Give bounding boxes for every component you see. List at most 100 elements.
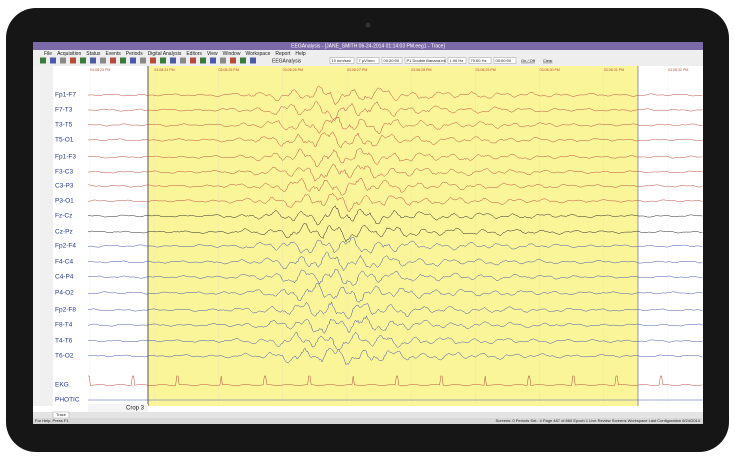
channel-label: T3-T5 (55, 122, 73, 129)
toolbar-icon[interactable] (50, 57, 56, 64)
toolbar-icon[interactable] (200, 57, 206, 64)
toolbar-icon[interactable] (210, 57, 216, 64)
eeg-trace (87, 116, 703, 134)
channel-label: F3-C3 (55, 169, 73, 176)
dropdown-value: 70.00 Hz (471, 58, 487, 63)
dropdown-value: 10 mm/sec (332, 58, 352, 63)
eeg-trace (88, 315, 703, 334)
toolbar-icon[interactable] (70, 57, 76, 64)
eeg-trace (87, 85, 703, 106)
toolbar-button[interactable]: Clear (543, 58, 553, 63)
eeg-trace (87, 223, 703, 243)
menu-item[interactable]: Workspace (245, 51, 270, 57)
tool-column (33, 66, 53, 406)
menu-item[interactable]: Digital Analysis (148, 51, 182, 57)
dropdown-value: 00:20:00 (384, 58, 400, 63)
time-label: 03:08:25 PM (218, 68, 238, 72)
eeg-trace (87, 347, 703, 366)
eeg-trace (88, 375, 703, 386)
toolbar-button[interactable]: EEGAnalysis (272, 58, 302, 64)
channel-label: Fp1-F7 (55, 92, 76, 99)
toolbar-icon[interactable] (80, 57, 86, 64)
toolbar-icon[interactable] (100, 57, 106, 64)
toolbar-icon[interactable] (240, 57, 246, 64)
toolbar-icon[interactable] (190, 57, 196, 64)
channel-label: C4-P4 (55, 274, 74, 281)
toolbar-icon[interactable] (90, 57, 96, 64)
eeg-trace (87, 163, 703, 182)
menu-item[interactable]: Acquisition (57, 51, 81, 57)
channel-label: P3-O1 (55, 198, 74, 205)
channel-label: F8-T4 (55, 322, 73, 329)
time-label: 03:08:32 PM (668, 68, 688, 72)
menu-item[interactable]: Report (275, 51, 291, 57)
dropdown[interactable] (381, 57, 403, 64)
channel-label: T6-O2 (55, 353, 74, 360)
tab-label: Trace (56, 412, 67, 417)
dropdown-value: 1.00 Hz (450, 58, 464, 63)
menu-item[interactable]: Periods (126, 51, 143, 57)
status-left: For Help, Press F1 (35, 418, 69, 423)
channel-label: P4-O2 (55, 290, 74, 297)
dropdown[interactable] (493, 57, 517, 64)
dropdown[interactable] (447, 57, 467, 64)
toolbar-icon[interactable] (220, 57, 226, 64)
toolbar-icon[interactable] (130, 57, 136, 64)
selection-period (148, 66, 638, 406)
eeg-trace (87, 192, 703, 212)
toolbar-icon[interactable] (140, 57, 146, 64)
time-label: 03:08:27 PM (347, 68, 367, 72)
eeg-trace (87, 282, 703, 303)
toolbar-icon[interactable] (60, 57, 66, 64)
channel-label: F4-C4 (55, 259, 73, 266)
time-label: 03:08:29 PM (475, 68, 495, 72)
eeg-trace (88, 148, 703, 168)
time-label: 03:08:26 PM (283, 68, 303, 72)
toolbar-icon[interactable] (150, 57, 156, 64)
window-title: EEGAnalysis - [JANE_SMITH 06-24-2014 01:… (291, 43, 445, 49)
dropdown[interactable] (329, 57, 355, 64)
dropdown-value: 00:00:00 (496, 58, 512, 63)
tab-row (33, 412, 703, 418)
toolbar-icon[interactable] (250, 57, 256, 64)
crop-box (88, 404, 148, 412)
channel-label: C3-P3 (55, 183, 74, 190)
eeg-trace (87, 101, 703, 121)
channel-label: Fp2-F8 (55, 307, 76, 314)
toolbar-button[interactable]: On / Off (521, 58, 536, 63)
menu-item[interactable]: File (44, 51, 52, 57)
toolbar-icon[interactable] (180, 57, 186, 64)
toolbar-icon[interactable] (110, 57, 116, 64)
toolbar-icon[interactable] (120, 57, 126, 64)
eeg-trace (88, 301, 703, 320)
toolbar-icon[interactable] (170, 57, 176, 64)
dropdown-value: P1 Double Banana.mt (407, 58, 447, 63)
time-label: 03:08:24 PM (154, 68, 174, 72)
menu-item[interactable]: View (207, 51, 218, 57)
eeg-trace (88, 236, 703, 254)
eeg-trace (87, 331, 703, 351)
dropdown[interactable] (404, 57, 446, 64)
menu-item[interactable]: Status (86, 51, 101, 57)
eeg-trace (87, 268, 703, 287)
channel-label: Fp2-F4 (55, 243, 76, 250)
menu-item[interactable]: Editors (186, 51, 202, 57)
channel-label: Fz-Cz (55, 213, 72, 220)
channel-label: Fp1-F3 (55, 154, 76, 161)
menu-item[interactable]: Events (105, 51, 121, 57)
toolbar-icon[interactable] (160, 57, 166, 64)
channel-label: PHOTIC (55, 397, 80, 404)
menu-item[interactable]: Help (295, 51, 306, 57)
eeg-trace (87, 251, 703, 272)
menu-item[interactable]: Window (223, 51, 241, 57)
status-bar (33, 418, 703, 424)
eeg-trace (87, 205, 703, 226)
dropdown[interactable] (468, 57, 492, 64)
dropdown[interactable] (356, 57, 380, 64)
title-bar (33, 42, 703, 50)
toolbar-icon[interactable] (230, 57, 236, 64)
camera (365, 22, 371, 28)
dropdown-value: 7 µV/mm (359, 58, 376, 63)
toolbar-icon[interactable] (40, 57, 46, 64)
